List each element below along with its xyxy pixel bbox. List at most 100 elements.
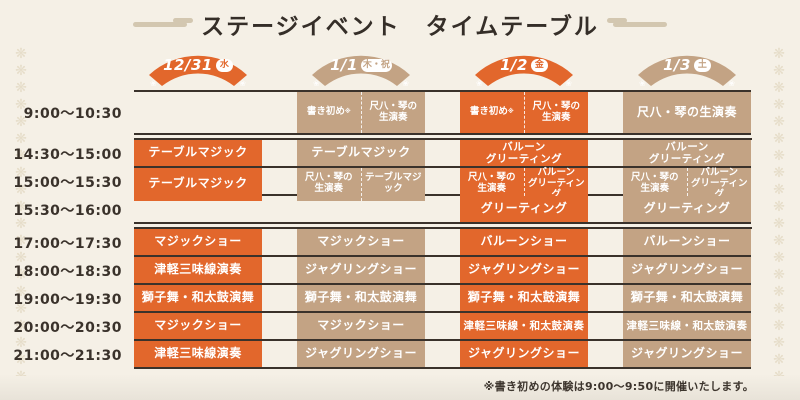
pattern-motif-icon: ❋ [15,267,27,283]
table-row: 17:00～17:30 マジックショー マジックショー バルーンショー バルーンショー [13,229,752,257]
header-date: 1/2 [500,56,528,74]
table-row: 15:30～16:00 グリーティング グリーティング [13,196,752,224]
column-header-fan: 1/3 土 ❀ ❀ [628,50,746,88]
pattern-motif-icon: ❋ [15,165,27,181]
event-label: ジャグリングショー [297,257,425,283]
row-cells: グリーティング グリーティング [134,196,751,224]
plum-blossom-icon: ❀ [313,79,320,88]
pattern-motif-icon: ❋ [15,250,27,266]
event-cell: マジックショー [297,313,425,339]
fan-content: 1/1 木・祝 [302,55,420,75]
footnote-marker: ※ [507,108,514,116]
event-cell [134,196,262,222]
split-event-cell: 尺八・琴の 生演奏 テーブルマジック [297,168,425,201]
event-label: マジックショー [297,229,425,255]
pattern-motif-icon: ❋ [773,199,785,215]
pattern-motif-icon: ❋ [773,369,785,376]
event-label: ジャグリングショー [623,257,751,283]
event-label: 尺八・琴の 生演奏 [369,100,417,123]
header-day-badge: 水 [215,58,233,72]
event-label: ジャグリングショー [460,341,588,367]
header-day-badge: 金 [530,58,548,72]
event-label: 獅子舞・和太鼓演舞 [134,285,262,311]
header-day-badge: 木・祝 [360,58,392,72]
time-label: 21:00～21:30 [13,348,122,364]
time-gap-divider [134,135,752,140]
time-label: 20:00～20:30 [13,320,122,336]
event-label: 尺八・琴の 生演奏 [532,100,580,123]
pattern-motif-icon: ❋ [773,267,785,283]
page-title: ステージイベント タイムテーブル [201,14,599,40]
event-label: 津軽三味線演奏 [134,341,262,367]
event-label: バルーンショー [623,229,751,255]
plum-blossom-icon: ❀ [565,79,572,88]
pattern-motif-icon: ❋ [773,131,785,147]
footnote-marker: ※ [344,108,351,116]
event-cell: ジャグリングショー [297,341,425,367]
event-label: 獅子舞・和太鼓演舞 [460,285,588,311]
pattern-motif-icon: ❋ [773,114,785,130]
column-header-fan: 1/2 金 ❀ ❀ [465,50,583,88]
time-label: 19:00～19:30 [13,292,122,308]
event-label: 獅子舞・和太鼓演舞 [623,285,751,311]
event-label: マジックショー [134,229,262,255]
row-cells: マジックショー マジックショー 津軽三味線・和太鼓演奏 津軽三味線・和太鼓演奏 [134,313,751,341]
event-label: ジャグリングショー [297,341,425,367]
pattern-motif-icon: ❋ [773,284,785,300]
fan-shape-icon [475,55,573,86]
header-columns: 12/31 水 ❀ ❀ 1/1 木・祝 ❀ ❀ 1/2 金 ❀ ❀ 1/3 土 ❀ ❀ [134,50,751,90]
event-label: 津軽三味線・和太鼓演奏 [460,313,588,339]
rows-container: 9:00～10:30 書き初め ※ 尺八・琴の 生演奏 書き初め ※ 尺八・琴の 生演奏 尺八… [13,90,752,369]
plum-blossom-icon: ❀ [150,79,157,88]
fan-content: 1/2 金 [465,55,583,75]
event-cell: テーブルマジック [134,168,262,201]
pattern-motif-icon: ❋ [15,63,27,79]
event-cell [297,196,425,222]
event-label: 津軽三味線演奏 [134,257,262,283]
pattern-motif-icon: ❋ [15,97,27,113]
pattern-motif-icon: ❋ [773,80,785,96]
event-cell: テーブルマジック [134,140,262,166]
event-cell: 津軽三味線演奏 [134,257,262,283]
footnote: ※書き初めの体験は9:00～9:50に開催いたします。 [483,380,754,393]
time-label: 14:30～15:00 [13,147,122,163]
event-cell: 尺八・琴の 生演奏 バルーン グリーティング [623,167,751,201]
pattern-motif-icon: ❋ [773,250,785,266]
event-cell: ジャグリングショー [623,341,751,367]
pattern-motif-icon: ❋ [15,301,27,317]
pattern-motif-icon: ❋ [15,352,27,368]
header-day-badge: 土 [693,58,711,72]
pattern-motif-icon: ❋ [773,46,785,62]
event-label: 津軽三味線・和太鼓演奏 [623,313,751,339]
event-label: 尺八・琴の 生演奏 [297,168,362,201]
event-cell: マジックショー [297,229,425,255]
pattern-motif-icon: ❋ [15,131,27,147]
event-cell: 津軽三味線・和太鼓演奏 [623,313,751,339]
row-cells: 津軽三味線演奏 ジャグリングショー ジャグリングショー ジャグリングショー [134,257,751,285]
row-cells: テーブルマジック テーブルマジック バルーン グリーティング バルーン グリーティング [134,140,751,168]
table-row: 19:00～19:30 獅子舞・和太鼓演舞 獅子舞・和太鼓演舞 獅子舞・和太鼓演舞 獅子… [13,285,752,313]
split-event-cell: 尺八・琴の 生演奏 バルーン グリーティング [460,167,588,201]
event-cell: 書き初め ※ 尺八・琴の 生演奏 [460,92,588,133]
pattern-motif-icon: ❋ [15,233,27,249]
event-label: テーブルマジック [297,140,425,166]
plum-blossom-icon: ❀ [728,79,735,88]
event-label: 書き初め ※ [297,92,362,133]
event-label: 書き初め ※ [460,92,525,133]
event-label: バルーン グリーティング [528,167,585,200]
pattern-motif-icon: ❋ [15,318,27,334]
event-label: マジックショー [297,313,425,339]
pattern-motif-icon: ❋ [15,335,27,351]
pattern-motif-icon: ❋ [773,216,785,232]
event-cell: ジャグリングショー [297,257,425,283]
event-label: ジャグリングショー [623,341,751,367]
column-header-fan: 1/1 木・祝 ❀ ❀ [302,50,420,88]
pattern-motif-icon: ❋ [773,233,785,249]
event-cell: バルーン グリーティング [623,140,751,166]
asanoha-pattern-strip-left-icon: ❋❋❋❋❋❋❋❋❋❋❋❋❋❋❋❋❋❋❋❋ [12,46,30,376]
row-cells: 津軽三味線演奏 ジャグリングショー ジャグリングショー ジャグリングショー [134,341,751,369]
title-row: ステージイベント タイムテーブル [0,8,800,40]
event-cell: ジャグリングショー [460,341,588,367]
column-header-fan: 12/31 水 ❀ ❀ [139,50,257,88]
